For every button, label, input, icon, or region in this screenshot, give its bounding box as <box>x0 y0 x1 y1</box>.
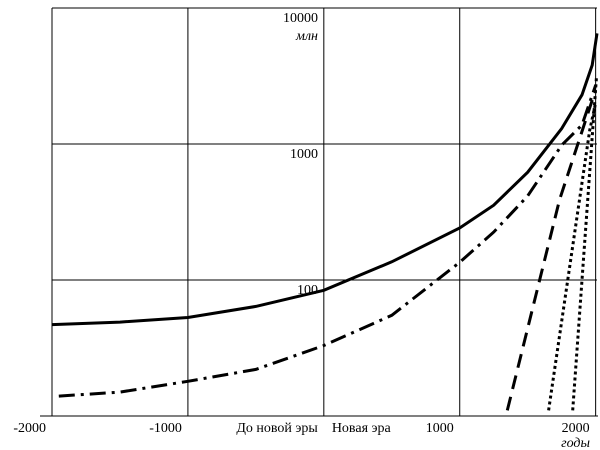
series-line <box>51 33 599 327</box>
y-axis-label: млн <box>295 29 318 44</box>
x-tick-label: -2000 <box>13 421 46 436</box>
series-line <box>58 84 598 398</box>
annotation: Новая эра <box>332 421 392 436</box>
y-tick-label: 1000 <box>290 147 318 162</box>
series-line <box>547 102 598 411</box>
y-tick-label: 10000 <box>283 11 318 26</box>
series-line <box>571 75 599 411</box>
x-tick-label: 1000 <box>426 421 454 436</box>
x-tick-label: До новой эры <box>236 421 318 436</box>
x-tick-label: -1000 <box>149 421 182 436</box>
series-line <box>505 89 598 411</box>
x-tick-label: 2000 <box>562 421 590 436</box>
x-axis-label: годы <box>561 436 590 450</box>
